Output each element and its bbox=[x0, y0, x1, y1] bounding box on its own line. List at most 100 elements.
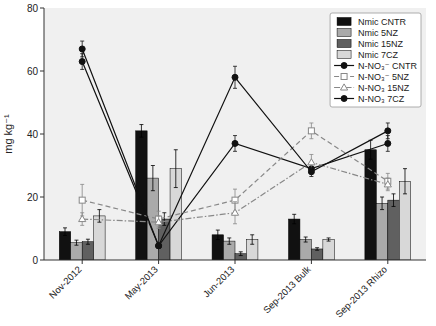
error-cap bbox=[74, 245, 78, 246]
marker bbox=[156, 243, 162, 249]
legend-swatch bbox=[337, 18, 351, 26]
error-cap bbox=[97, 209, 101, 210]
legend-swatch bbox=[337, 51, 351, 59]
legend-label: Nmic 7CZ bbox=[358, 50, 399, 60]
x-tick-label: Jun-2013 bbox=[201, 264, 237, 300]
error-bar bbox=[250, 235, 254, 244]
error-cap bbox=[309, 122, 313, 123]
error-cap bbox=[403, 193, 407, 194]
error-cap bbox=[292, 223, 296, 224]
error-cap bbox=[304, 237, 308, 238]
error-stem bbox=[294, 214, 295, 223]
error-bar bbox=[386, 123, 390, 139]
error-stem bbox=[252, 235, 253, 244]
error-bar bbox=[80, 41, 84, 57]
error-cap bbox=[233, 88, 237, 89]
error-stem bbox=[152, 166, 153, 191]
y-tick bbox=[40, 134, 44, 135]
error-cap bbox=[80, 184, 84, 185]
marker bbox=[79, 215, 86, 221]
error-cap bbox=[309, 167, 313, 168]
error-bar bbox=[233, 66, 237, 88]
error-cap bbox=[315, 247, 319, 248]
error-cap bbox=[139, 124, 143, 125]
error-cap bbox=[227, 244, 231, 245]
error-stem bbox=[175, 150, 176, 188]
error-bar bbox=[315, 248, 319, 251]
error-bar bbox=[86, 239, 90, 244]
error-cap bbox=[139, 137, 143, 138]
error-bar bbox=[139, 125, 143, 138]
error-cap bbox=[239, 251, 243, 252]
error-stem bbox=[87, 239, 88, 244]
x-axis bbox=[44, 260, 426, 261]
bar bbox=[94, 216, 105, 260]
legend-swatch bbox=[337, 29, 351, 37]
y-tick bbox=[40, 197, 44, 198]
error-cap bbox=[151, 190, 155, 191]
error-stem bbox=[240, 252, 241, 256]
plot-area bbox=[44, 8, 426, 260]
x-tick bbox=[82, 260, 83, 264]
marker bbox=[385, 128, 391, 134]
bar bbox=[388, 200, 399, 260]
error-cap bbox=[80, 225, 84, 226]
error-bar bbox=[80, 184, 84, 216]
y-tick-label: 20 bbox=[27, 192, 39, 203]
error-cap bbox=[233, 223, 237, 224]
error-cap bbox=[233, 135, 237, 136]
error-bar bbox=[216, 230, 220, 239]
error-cap bbox=[304, 242, 308, 243]
x-tick-label: May-2013 bbox=[122, 264, 160, 302]
error-cap bbox=[239, 255, 243, 256]
error-cap bbox=[227, 237, 231, 238]
marker bbox=[231, 209, 238, 215]
error-bar bbox=[403, 169, 407, 194]
error-cap bbox=[380, 209, 384, 210]
error-cap bbox=[403, 168, 407, 169]
y-tick bbox=[40, 71, 44, 72]
legend-marker bbox=[341, 74, 347, 80]
error-cap bbox=[162, 212, 166, 213]
marker bbox=[308, 169, 314, 175]
error-cap bbox=[233, 201, 237, 202]
error-cap bbox=[157, 211, 161, 212]
error-bar bbox=[380, 197, 384, 210]
bar bbox=[365, 150, 376, 260]
error-stem bbox=[164, 213, 165, 226]
legend: Nmic CNTRNmic 5NZNmic 15NZNmic 7CZN-NO₃⁻… bbox=[330, 13, 421, 107]
error-bar bbox=[151, 166, 155, 191]
marker bbox=[155, 219, 162, 225]
legend-box bbox=[330, 13, 421, 107]
error-bar bbox=[292, 214, 296, 223]
error-cap bbox=[174, 187, 178, 188]
x-tick bbox=[158, 260, 159, 264]
bar bbox=[323, 240, 334, 260]
y-tick bbox=[40, 260, 44, 261]
error-cap bbox=[97, 222, 101, 223]
error-cap bbox=[174, 149, 178, 150]
error-cap bbox=[292, 214, 296, 215]
bar bbox=[288, 219, 299, 260]
error-cap bbox=[392, 193, 396, 194]
error-bar bbox=[309, 123, 313, 139]
error-cap bbox=[63, 235, 67, 236]
y-axis bbox=[44, 8, 45, 260]
error-cap bbox=[233, 189, 237, 190]
error-cap bbox=[386, 173, 390, 174]
legend-label: Nmic 5NZ bbox=[358, 28, 399, 38]
bar bbox=[376, 203, 387, 260]
error-cap bbox=[80, 212, 84, 213]
error-stem bbox=[217, 230, 218, 239]
bar bbox=[71, 243, 82, 260]
legend-label: N-NO₃ 15NZ bbox=[358, 83, 410, 93]
error-cap bbox=[80, 41, 84, 42]
error-cap bbox=[233, 151, 237, 152]
legend-marker bbox=[340, 84, 347, 90]
error-bar bbox=[309, 167, 313, 176]
error-cap bbox=[309, 154, 313, 155]
legend-label: Nmic CNTR bbox=[358, 17, 406, 27]
y-tick-label: 0 bbox=[32, 255, 38, 266]
marker bbox=[79, 46, 85, 52]
error-stem bbox=[393, 194, 394, 207]
